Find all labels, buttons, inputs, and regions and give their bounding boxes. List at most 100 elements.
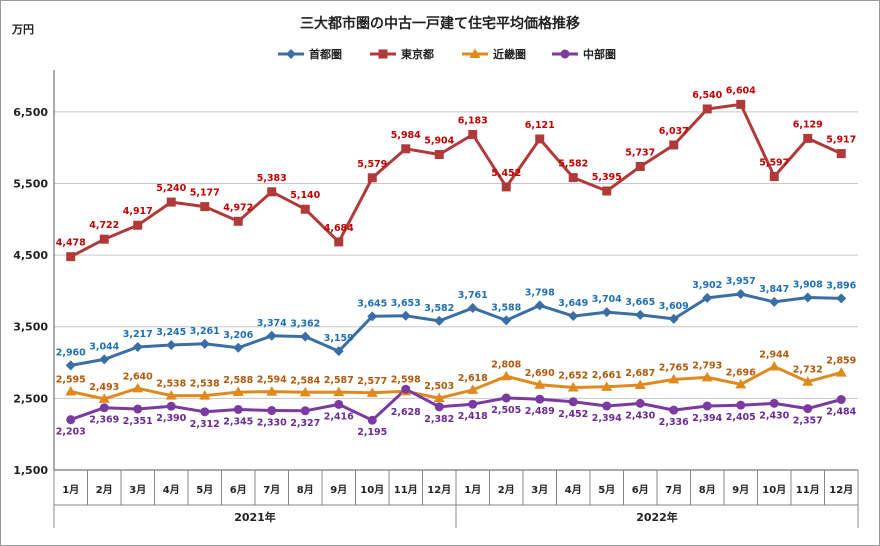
x-tick-label: 8月 bbox=[297, 484, 314, 496]
data-label: 2,661 bbox=[592, 370, 622, 381]
year-label: 2021年 bbox=[234, 510, 276, 524]
data-point-square bbox=[803, 133, 813, 143]
data-point-triangle bbox=[768, 361, 780, 371]
series-line bbox=[70, 102, 842, 259]
data-point-triangle bbox=[366, 387, 378, 397]
data-label: 5,140 bbox=[290, 190, 320, 201]
data-point-diamond bbox=[568, 311, 579, 322]
data-point-triangle bbox=[433, 392, 445, 403]
y-tick-label: 1,500 bbox=[13, 464, 48, 477]
data-point-square bbox=[535, 134, 545, 144]
data-label: 5,177 bbox=[190, 188, 220, 199]
data-label: 3,245 bbox=[156, 327, 186, 338]
data-point-triangle bbox=[65, 386, 77, 396]
data-point-diamond bbox=[601, 307, 612, 318]
data-point-triangle bbox=[735, 378, 747, 389]
data-label: 5,597 bbox=[759, 158, 789, 169]
data-point-circle bbox=[267, 406, 277, 416]
data-point-square bbox=[635, 161, 645, 171]
data-point-square bbox=[602, 186, 612, 196]
data-point-square bbox=[200, 202, 210, 212]
data-label: 2,195 bbox=[357, 427, 387, 438]
data-label: 2,351 bbox=[123, 416, 153, 427]
series-markers bbox=[65, 99, 847, 425]
y-tick-label: 3,500 bbox=[13, 321, 48, 334]
data-label: 2,489 bbox=[525, 406, 555, 417]
y-tick-label: 6,500 bbox=[13, 106, 48, 119]
data-point-triangle bbox=[333, 386, 345, 397]
data-point-diamond bbox=[668, 313, 679, 324]
data-label: 3,044 bbox=[89, 341, 119, 352]
data-label: 5,904 bbox=[424, 136, 454, 147]
data-label: 2,808 bbox=[491, 359, 521, 370]
data-point-triangle bbox=[232, 386, 244, 397]
data-label: 3,896 bbox=[826, 280, 856, 291]
data-point-circle bbox=[300, 406, 310, 416]
data-point-square bbox=[367, 173, 377, 183]
data-point-diamond bbox=[166, 339, 177, 350]
data-point-diamond bbox=[199, 338, 210, 349]
data-label: 3,957 bbox=[726, 276, 756, 287]
data-label: 2,690 bbox=[525, 368, 555, 379]
data-point-triangle bbox=[601, 381, 613, 391]
data-label: 2,640 bbox=[123, 371, 153, 382]
data-label: 2,588 bbox=[223, 375, 253, 386]
y-tick-label: 5,500 bbox=[13, 177, 48, 190]
x-tick-label: 9月 bbox=[330, 484, 347, 496]
data-point-diamond bbox=[735, 288, 746, 299]
data-point-circle bbox=[702, 401, 712, 411]
series-line bbox=[70, 387, 842, 422]
data-point-square bbox=[334, 237, 344, 247]
data-point-circle bbox=[736, 400, 746, 410]
data-label: 2,430 bbox=[759, 410, 789, 421]
data-point-diamond bbox=[501, 315, 512, 326]
data-label: 2,628 bbox=[391, 407, 421, 418]
x-tick-label: 11月 bbox=[394, 484, 418, 496]
data-label: 2,587 bbox=[324, 375, 354, 386]
data-point-diamond bbox=[266, 330, 277, 341]
data-label: 5,452 bbox=[491, 168, 521, 179]
x-tick-label: 8月 bbox=[699, 484, 716, 496]
data-label: 2,618 bbox=[458, 373, 488, 384]
data-point-diamond bbox=[333, 346, 344, 357]
data-point-square bbox=[66, 252, 76, 262]
data-point-triangle bbox=[165, 390, 177, 400]
y-tick-label: 2,500 bbox=[13, 392, 48, 405]
data-point-triangle bbox=[701, 371, 713, 382]
data-label: 2,330 bbox=[257, 418, 287, 429]
data-point-square bbox=[702, 104, 712, 114]
data-label: 5,737 bbox=[625, 147, 655, 158]
data-point-diamond bbox=[99, 354, 110, 365]
data-point-circle bbox=[803, 404, 813, 414]
data-label: 3,206 bbox=[223, 330, 253, 341]
data-point-circle bbox=[133, 404, 143, 414]
x-tick-label: 3月 bbox=[129, 484, 146, 496]
data-label: 2,405 bbox=[726, 412, 756, 423]
data-point-square bbox=[736, 99, 746, 109]
data-label: 6,604 bbox=[726, 85, 756, 96]
data-label: 2,312 bbox=[190, 419, 220, 430]
y-tick-label: 4,500 bbox=[13, 249, 48, 262]
data-point-diamond bbox=[769, 296, 780, 307]
data-point-triangle bbox=[668, 373, 680, 384]
data-label: 3,159 bbox=[324, 333, 354, 344]
series-lines bbox=[70, 102, 842, 422]
data-label: 2,327 bbox=[290, 418, 320, 429]
data-point-triangle bbox=[567, 381, 579, 392]
data-label: 5,395 bbox=[592, 172, 622, 183]
data-label: 3,761 bbox=[458, 290, 488, 301]
data-label: 2,538 bbox=[156, 379, 186, 390]
data-point-circle bbox=[401, 384, 411, 394]
data-point-triangle bbox=[266, 386, 278, 396]
data-label: 2,394 bbox=[592, 413, 622, 424]
data-label: 2,493 bbox=[89, 382, 119, 393]
data-label: 5,917 bbox=[826, 135, 856, 146]
data-point-diamond bbox=[400, 310, 411, 321]
data-point-square bbox=[378, 49, 388, 59]
data-label: 3,217 bbox=[123, 329, 153, 340]
data-label: 2,345 bbox=[223, 416, 253, 427]
data-label: 6,183 bbox=[458, 116, 488, 127]
data-label: 2,598 bbox=[391, 374, 421, 385]
data-point-square bbox=[468, 130, 478, 140]
x-tick-label: 6月 bbox=[632, 484, 649, 496]
